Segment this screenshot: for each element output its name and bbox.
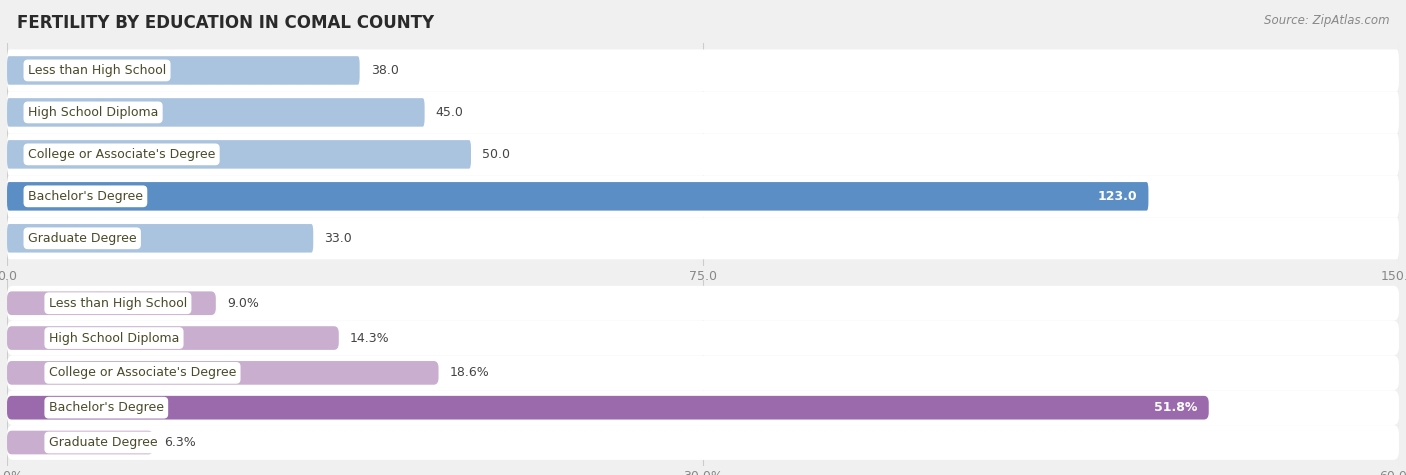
FancyBboxPatch shape	[7, 218, 1399, 259]
Text: 6.3%: 6.3%	[165, 436, 195, 449]
FancyBboxPatch shape	[7, 175, 1399, 218]
FancyBboxPatch shape	[7, 431, 153, 455]
FancyBboxPatch shape	[7, 140, 471, 169]
Text: 9.0%: 9.0%	[226, 297, 259, 310]
FancyBboxPatch shape	[7, 355, 1399, 390]
FancyBboxPatch shape	[7, 49, 1399, 91]
FancyBboxPatch shape	[7, 361, 439, 385]
Text: Less than High School: Less than High School	[28, 64, 166, 77]
Text: College or Associate's Degree: College or Associate's Degree	[49, 366, 236, 380]
FancyBboxPatch shape	[7, 390, 1399, 425]
FancyBboxPatch shape	[7, 326, 339, 350]
FancyBboxPatch shape	[7, 98, 425, 127]
FancyBboxPatch shape	[7, 182, 1149, 210]
FancyBboxPatch shape	[7, 321, 1399, 355]
FancyBboxPatch shape	[7, 133, 1399, 175]
Text: 123.0: 123.0	[1098, 190, 1137, 203]
FancyBboxPatch shape	[7, 224, 314, 253]
Text: 18.6%: 18.6%	[450, 366, 489, 380]
Text: Graduate Degree: Graduate Degree	[49, 436, 157, 449]
Text: High School Diploma: High School Diploma	[28, 106, 159, 119]
Text: FERTILITY BY EDUCATION IN COMAL COUNTY: FERTILITY BY EDUCATION IN COMAL COUNTY	[17, 14, 434, 32]
Text: Bachelor's Degree: Bachelor's Degree	[28, 190, 143, 203]
FancyBboxPatch shape	[7, 286, 1399, 321]
Text: Bachelor's Degree: Bachelor's Degree	[49, 401, 163, 414]
Text: Less than High School: Less than High School	[49, 297, 187, 310]
Text: 45.0: 45.0	[436, 106, 464, 119]
FancyBboxPatch shape	[7, 91, 1399, 133]
Text: Graduate Degree: Graduate Degree	[28, 232, 136, 245]
Text: 38.0: 38.0	[371, 64, 399, 77]
FancyBboxPatch shape	[7, 291, 217, 315]
FancyBboxPatch shape	[7, 56, 360, 85]
FancyBboxPatch shape	[7, 425, 1399, 460]
Text: 33.0: 33.0	[325, 232, 352, 245]
Text: College or Associate's Degree: College or Associate's Degree	[28, 148, 215, 161]
Text: 51.8%: 51.8%	[1154, 401, 1198, 414]
FancyBboxPatch shape	[7, 396, 1209, 419]
Text: 50.0: 50.0	[482, 148, 510, 161]
Text: 14.3%: 14.3%	[350, 332, 389, 344]
Text: Source: ZipAtlas.com: Source: ZipAtlas.com	[1264, 14, 1389, 27]
Text: High School Diploma: High School Diploma	[49, 332, 179, 344]
